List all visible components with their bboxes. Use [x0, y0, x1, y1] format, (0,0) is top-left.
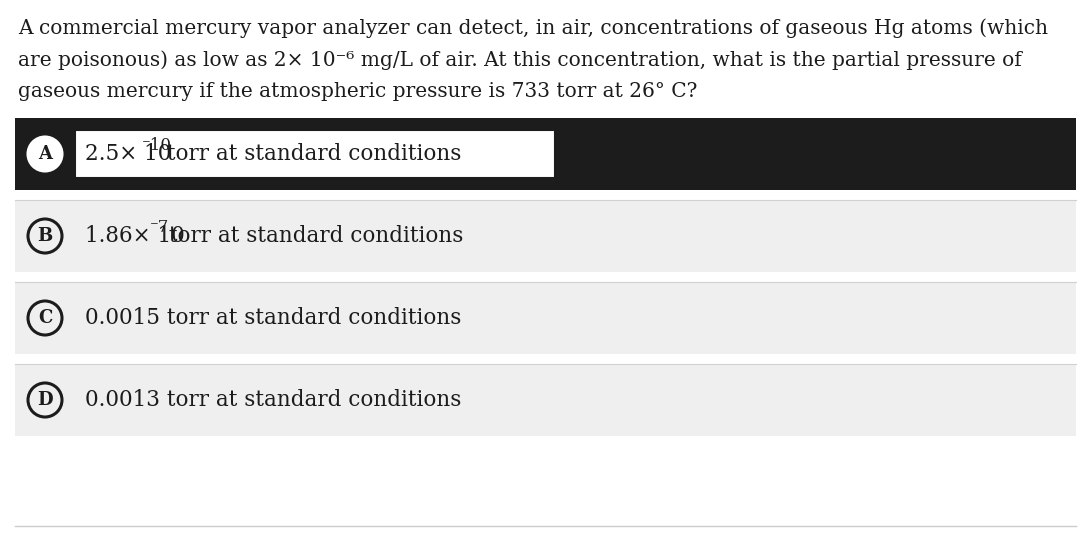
- Text: ⁻10: ⁻10: [142, 137, 171, 153]
- Text: are poisonous) as low as 2× 10⁻⁶ mg/L of air. At this concentration, what is the: are poisonous) as low as 2× 10⁻⁶ mg/L of…: [17, 50, 1022, 69]
- Circle shape: [28, 301, 62, 335]
- FancyBboxPatch shape: [15, 200, 1076, 272]
- Text: ⁻7: ⁻7: [149, 218, 169, 235]
- Text: D: D: [37, 391, 52, 409]
- FancyBboxPatch shape: [75, 130, 555, 178]
- Text: torr at standard conditions: torr at standard conditions: [161, 225, 464, 247]
- Text: 2.5× 10: 2.5× 10: [85, 143, 171, 165]
- FancyBboxPatch shape: [15, 364, 1076, 436]
- FancyBboxPatch shape: [15, 118, 1076, 190]
- Text: B: B: [37, 227, 52, 245]
- Text: gaseous mercury if the atmospheric pressure is 733 torr at 26° C?: gaseous mercury if the atmospheric press…: [17, 82, 697, 101]
- Text: torr at standard conditions: torr at standard conditions: [160, 143, 461, 165]
- Text: A: A: [38, 145, 52, 163]
- Text: 1.86× 10: 1.86× 10: [85, 225, 184, 247]
- FancyBboxPatch shape: [15, 282, 1076, 354]
- Text: C: C: [38, 309, 52, 327]
- Text: 0.0013 torr at standard conditions: 0.0013 torr at standard conditions: [85, 389, 461, 411]
- Circle shape: [28, 219, 62, 253]
- Circle shape: [28, 383, 62, 417]
- Text: A commercial mercury vapor analyzer can detect, in air, concentrations of gaseou: A commercial mercury vapor analyzer can …: [17, 18, 1048, 38]
- Circle shape: [28, 137, 62, 171]
- Text: 0.0015 torr at standard conditions: 0.0015 torr at standard conditions: [85, 307, 461, 329]
